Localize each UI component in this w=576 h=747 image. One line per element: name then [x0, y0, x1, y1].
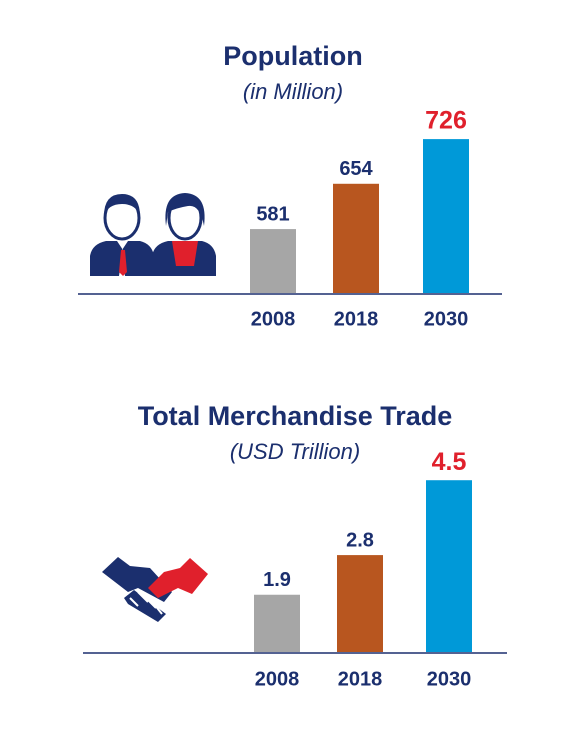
x-tick-label: 2008 [255, 668, 300, 690]
x-tick-label: 2030 [427, 668, 472, 690]
x-tick-label: 2018 [334, 308, 379, 330]
people-icon [90, 193, 216, 276]
bar [333, 183, 379, 293]
chart-title: Population [223, 41, 362, 71]
bar [337, 555, 383, 652]
chart-subtitle: (USD Trillion) [230, 439, 360, 464]
value-label: 654 [339, 158, 373, 180]
x-tick-label: 2008 [251, 308, 296, 330]
chart-title: Total Merchandise Trade [138, 401, 453, 431]
x-tick-label: 2030 [424, 308, 469, 330]
value-label: 4.5 [432, 448, 467, 476]
handshake-icon [102, 557, 208, 622]
value-label: 1.9 [263, 569, 291, 591]
value-label: 581 [256, 203, 289, 225]
bar [426, 480, 472, 652]
x-tick-label: 2018 [338, 668, 383, 690]
chart-subtitle: (in Million) [243, 79, 343, 104]
bar [423, 139, 469, 293]
bar [254, 594, 300, 652]
bar [250, 229, 296, 293]
value-label: 726 [425, 107, 467, 135]
value-label: 2.8 [346, 529, 374, 551]
